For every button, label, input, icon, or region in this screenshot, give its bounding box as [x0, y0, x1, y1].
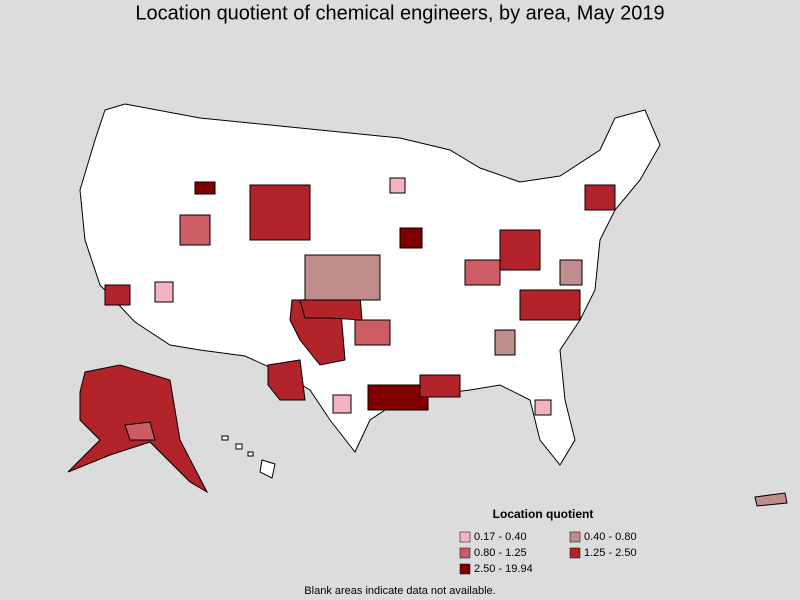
ohio-area [499, 229, 541, 271]
kentucky-area [464, 259, 501, 286]
legend-label: 0.80 - 1.25 [474, 547, 527, 559]
texas-central-area [332, 394, 352, 414]
legend-swatch [569, 531, 581, 543]
west-texas-area [267, 359, 306, 401]
legend-swatch [459, 547, 471, 559]
georgia-area [494, 329, 516, 356]
hawaii [221, 435, 276, 479]
legend-label: 0.40 - 0.80 [584, 531, 637, 543]
iowa-area [399, 227, 423, 249]
map-title: Location quotient of chemical engineers,… [135, 2, 664, 24]
utah-area [179, 214, 211, 246]
louisiana-area [419, 374, 461, 398]
footnote: Blank areas indicate data not available. [304, 585, 495, 597]
legend: Location quotient 0.17 - 0.40 0.40 - 0.80… [459, 507, 637, 575]
wyoming-area [249, 184, 311, 241]
carolina-area [519, 289, 581, 321]
map [67, 103, 788, 507]
california-area [104, 284, 131, 306]
arizona-area [154, 281, 174, 303]
idaho-area [194, 181, 216, 195]
legend-label: 1.25 - 2.50 [584, 547, 637, 559]
kansas-area [304, 254, 381, 301]
legend-label: 0.17 - 0.40 [474, 531, 527, 543]
virginia-area [559, 259, 583, 286]
northeast-area [584, 184, 616, 211]
legend-swatch [569, 547, 581, 559]
puerto-rico [754, 492, 788, 507]
legend-swatch [459, 563, 471, 575]
legend-title: Location quotient [493, 507, 594, 521]
florida-area [534, 399, 552, 416]
minnesota-area [389, 177, 406, 194]
legend-swatch [459, 531, 471, 543]
gulf-area [367, 384, 429, 411]
arkansas-area [354, 319, 391, 346]
legend-label: 2.50 - 19.94 [474, 563, 533, 575]
alaska-area [124, 421, 156, 441]
